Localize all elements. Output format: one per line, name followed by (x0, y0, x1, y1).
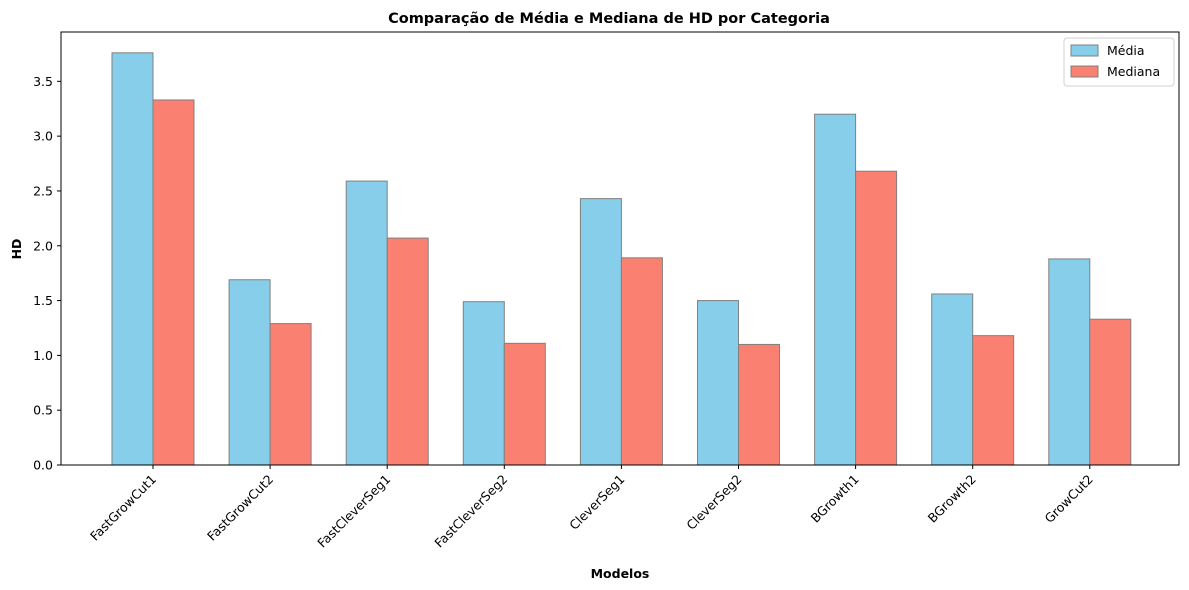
x-tick-label: FastCleverSeg1 (314, 472, 393, 551)
bar-media-1 (228, 279, 271, 466)
bar-mediana-3 (503, 342, 546, 466)
bar-mediana-2 (386, 237, 429, 466)
legend: Média Mediana (1063, 37, 1175, 87)
bar-mediana-5 (738, 343, 780, 466)
legend-label-mediana: Mediana (1107, 64, 1160, 79)
x-tick-label: CleverSeg1 (566, 472, 627, 533)
bar-mediana-8 (1089, 318, 1132, 466)
bar-media-7 (931, 293, 974, 466)
y-tick-label: 2.5 (33, 183, 53, 198)
x-tick-label: FastGrowCut2 (204, 472, 276, 544)
bar-media-3 (462, 301, 505, 466)
y-axis-ticks: 0.0 0.5 1.0 1.5 2.0 2.5 3.0 3.5 (33, 74, 61, 473)
y-tick-label: 3.5 (33, 74, 53, 89)
bar-mediana-6 (855, 170, 898, 466)
bar-mediana-0 (152, 99, 195, 466)
y-tick-label: 1.0 (33, 348, 53, 363)
bar-mediana-4 (620, 257, 663, 466)
plot-frame (60, 31, 1180, 466)
legend-swatch-media (1070, 44, 1099, 57)
x-tick-label: GrowCut2 (1042, 472, 1096, 526)
x-tick-label: BGrowth2 (925, 472, 979, 526)
bar-media-4 (579, 198, 622, 466)
bar-media-6 (814, 113, 857, 466)
bar-mediana-7 (972, 335, 1015, 466)
x-axis-label: Modelos (591, 566, 650, 581)
y-tick-label: 0.0 (33, 458, 53, 473)
x-tick-label: FastGrowCut1 (87, 472, 159, 544)
y-tick-label: 3.0 (33, 129, 53, 144)
x-axis-ticks: FastGrowCut1 FastGrowCut2 FastCleverSeg1 Fa… (87, 465, 1096, 551)
bar-media-5 (697, 300, 739, 466)
bar-media-8 (1048, 258, 1091, 466)
x-tick-label: BGrowth1 (808, 472, 862, 526)
bar-media-2 (345, 180, 388, 466)
legend-label-media: Média (1107, 43, 1145, 58)
bar-media-0 (111, 52, 154, 466)
y-tick-label: 1.5 (33, 293, 53, 308)
x-tick-label: FastCleverSeg2 (431, 472, 510, 551)
y-axis-label: HD (9, 239, 24, 260)
y-tick-label: 2.0 (33, 238, 53, 253)
bar-mediana-1 (269, 323, 312, 466)
chart-title: Comparação de Média e Mediana de HD por … (388, 11, 830, 27)
plot-area (60, 31, 1180, 466)
legend-swatch-mediana (1070, 65, 1099, 78)
x-tick-label: CleverSeg2 (683, 472, 744, 533)
y-tick-label: 0.5 (33, 403, 53, 418)
